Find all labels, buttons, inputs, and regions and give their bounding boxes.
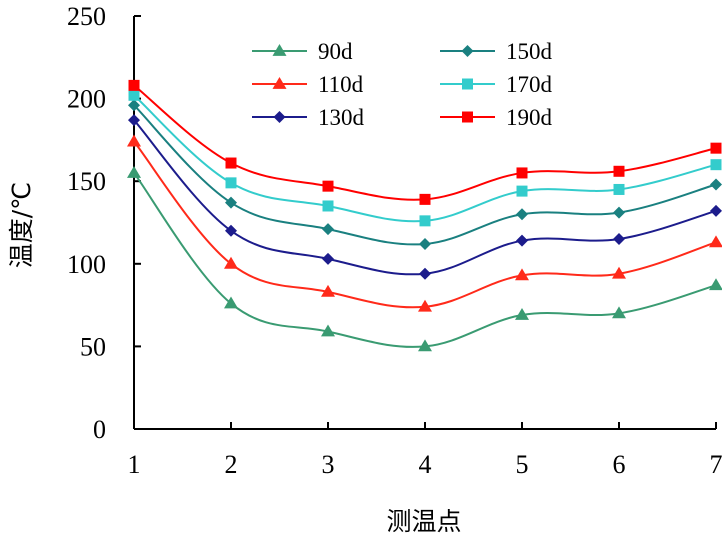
data-point — [612, 306, 626, 319]
data-point — [613, 233, 625, 246]
data-point — [516, 185, 528, 197]
x-tick-label: 6 — [613, 450, 626, 479]
data-point — [127, 134, 141, 147]
series-90d — [127, 165, 722, 352]
x-tick-label: 7 — [710, 450, 722, 479]
x-tick-label: 4 — [419, 450, 432, 479]
plot-area — [127, 79, 722, 352]
y-tick-label: 100 — [67, 250, 106, 279]
data-point — [225, 157, 237, 169]
y-tick-label: 150 — [67, 167, 106, 196]
y-tick-label: 50 — [80, 332, 106, 361]
legend-item-110d: 110d — [252, 72, 364, 97]
data-point — [128, 99, 140, 112]
legend-label: 190d — [506, 105, 553, 130]
data-point — [515, 308, 529, 320]
data-point — [419, 267, 431, 280]
data-point — [128, 89, 140, 101]
legend-item-150d: 150d — [440, 39, 553, 64]
data-point — [516, 167, 528, 179]
series-line — [133, 84, 717, 201]
legend-marker — [462, 111, 473, 123]
data-point — [709, 278, 722, 291]
data-point — [127, 165, 141, 178]
y-tick-label: 200 — [67, 85, 106, 114]
x-tick-label: 3 — [322, 450, 335, 479]
x-tick-label: 2 — [225, 450, 238, 479]
legend-marker — [272, 77, 287, 89]
legend-marker — [273, 111, 286, 123]
legend-marker — [272, 44, 287, 56]
legend-marker — [461, 45, 474, 57]
legend-label: 170d — [506, 72, 553, 97]
legend: 90d 110d 130d 150d 170d 190d — [252, 39, 553, 130]
data-point — [710, 204, 722, 217]
data-point — [515, 268, 529, 281]
data-point — [224, 296, 238, 309]
data-point — [128, 79, 140, 91]
legend-item-130d: 130d — [252, 105, 365, 130]
data-point — [321, 324, 335, 337]
data-point — [322, 180, 334, 192]
x-tick-label: 1 — [128, 450, 141, 479]
data-point — [418, 339, 432, 352]
data-point — [516, 234, 528, 247]
legend-label: 130d — [318, 105, 365, 130]
series-150d — [128, 99, 722, 250]
series-190d — [128, 79, 722, 205]
y-axis-title: 温度/℃ — [7, 182, 36, 269]
data-point — [710, 142, 722, 154]
data-point — [613, 206, 625, 219]
data-point — [128, 114, 140, 127]
data-point — [710, 178, 722, 191]
legend-item-170d: 170d — [440, 72, 553, 97]
y-tick-label: 250 — [67, 2, 106, 31]
data-point — [322, 252, 334, 265]
data-point — [709, 235, 722, 248]
data-point — [419, 237, 431, 250]
data-point — [613, 183, 625, 195]
data-point — [419, 215, 431, 227]
data-point — [225, 196, 237, 209]
data-point — [321, 284, 335, 297]
data-point — [419, 193, 431, 205]
data-point — [225, 224, 237, 237]
data-point — [322, 200, 334, 212]
y-tick-label: 0 — [93, 415, 106, 444]
legend-item-90d: 90d — [252, 39, 353, 64]
series-170d — [128, 89, 722, 227]
legend-label: 90d — [318, 39, 353, 64]
series-130d — [128, 114, 722, 280]
data-point — [613, 165, 625, 177]
data-point — [224, 256, 238, 269]
data-point — [710, 159, 722, 171]
legend-item-190d: 190d — [440, 105, 553, 130]
axes: 0 50 100 150 200 250 1 2 3 4 5 6 7 — [67, 2, 722, 479]
data-point — [225, 177, 237, 189]
data-point — [418, 299, 432, 312]
data-point — [516, 208, 528, 221]
x-tick-label: 5 — [516, 450, 529, 479]
x-axis-title: 测温点 — [386, 507, 461, 536]
legend-marker — [462, 78, 473, 90]
data-point — [612, 266, 626, 279]
data-point — [322, 223, 334, 236]
legend-label: 110d — [318, 72, 364, 97]
series-110d — [127, 134, 722, 312]
legend-label: 150d — [506, 39, 553, 64]
